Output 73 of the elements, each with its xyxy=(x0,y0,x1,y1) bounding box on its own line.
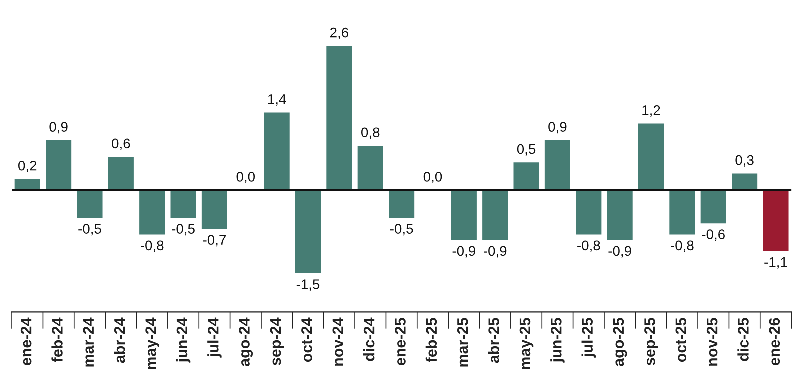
x-tick-label: sep-25 xyxy=(644,318,658,366)
x-tick-label: mar-24 xyxy=(83,318,94,367)
data-label: 0,3 xyxy=(736,155,754,167)
bar xyxy=(732,174,758,190)
x-tick-label: ene-24 xyxy=(20,318,32,366)
x-tick-label: jul-25 xyxy=(582,318,596,358)
x-tick-label: feb-25 xyxy=(426,318,438,362)
bar xyxy=(77,190,103,218)
x-tick-label: mar-25 xyxy=(457,318,468,367)
data-label: -0,5 xyxy=(78,224,102,236)
bar xyxy=(544,140,570,190)
x-tick-label: ago-25 xyxy=(613,318,628,366)
x-tick-label: ene-26 xyxy=(769,318,780,366)
data-label: -1,1 xyxy=(764,258,788,269)
bar xyxy=(514,162,540,190)
data-label: 0,9 xyxy=(548,122,567,134)
bar xyxy=(202,190,228,230)
data-label: 1,2 xyxy=(642,106,660,117)
bar xyxy=(451,190,477,240)
x-tick-label: dic-24 xyxy=(364,318,375,362)
data-label: 1,4 xyxy=(268,94,286,106)
data-label: 0,9 xyxy=(50,122,68,134)
data-label: -0,8 xyxy=(671,240,694,252)
bar xyxy=(670,190,696,235)
bar xyxy=(763,190,789,252)
data-label: -1,5 xyxy=(296,280,320,292)
bar xyxy=(108,157,134,190)
x-tick-label: oct-25 xyxy=(676,318,687,362)
bar xyxy=(264,112,290,190)
x-tick-label: may-24 xyxy=(146,318,160,370)
x-tick-label: sep-24 xyxy=(270,318,284,366)
data-label: 0,0 xyxy=(236,172,256,184)
x-tick-label: abr-25 xyxy=(488,318,500,364)
x-tick-label: oct-24 xyxy=(302,318,312,362)
bar xyxy=(358,146,384,190)
bar xyxy=(389,190,415,218)
x-tick-label: jun-24 xyxy=(176,318,191,363)
data-label: -0,9 xyxy=(452,246,476,258)
x-tick-label: jun-25 xyxy=(550,318,565,363)
x-tick-label: nov-25 xyxy=(706,318,718,366)
x-tick-label: abr-24 xyxy=(114,318,126,364)
data-label: -0,8 xyxy=(141,240,164,252)
bar xyxy=(607,190,633,240)
data-label: -0,5 xyxy=(172,224,195,236)
bar xyxy=(700,190,726,224)
bar xyxy=(140,190,166,235)
x-tick-label: ago-24 xyxy=(239,318,254,366)
bar xyxy=(46,140,72,190)
data-label: -0,7 xyxy=(203,235,226,247)
x-tick-label: jul-24 xyxy=(208,318,222,358)
data-label: 0,6 xyxy=(112,138,130,150)
bar xyxy=(326,46,352,190)
x-tick-label: may-25 xyxy=(520,318,534,370)
data-label: 0,5 xyxy=(517,144,536,156)
bar xyxy=(576,190,602,235)
x-tick-label: feb-24 xyxy=(52,318,63,362)
data-label: 0,0 xyxy=(424,172,442,184)
bar xyxy=(295,190,322,274)
bar xyxy=(14,179,40,190)
data-label: -0,9 xyxy=(608,246,632,258)
bar xyxy=(170,190,196,218)
data-label: 2,6 xyxy=(330,28,348,40)
data-label: 0,8 xyxy=(362,128,380,140)
data-label: 0,2 xyxy=(18,160,37,172)
data-label: -0,9 xyxy=(484,246,507,258)
data-label: -0,5 xyxy=(390,224,414,236)
bar xyxy=(482,190,508,240)
x-tick-label: nov-24 xyxy=(332,318,344,366)
data-label: -0,6 xyxy=(702,230,725,242)
data-label: -0,8 xyxy=(578,240,600,252)
x-tick-label: ene-25 xyxy=(395,318,406,366)
bar xyxy=(638,124,664,190)
x-tick-label: dic-25 xyxy=(738,318,749,362)
